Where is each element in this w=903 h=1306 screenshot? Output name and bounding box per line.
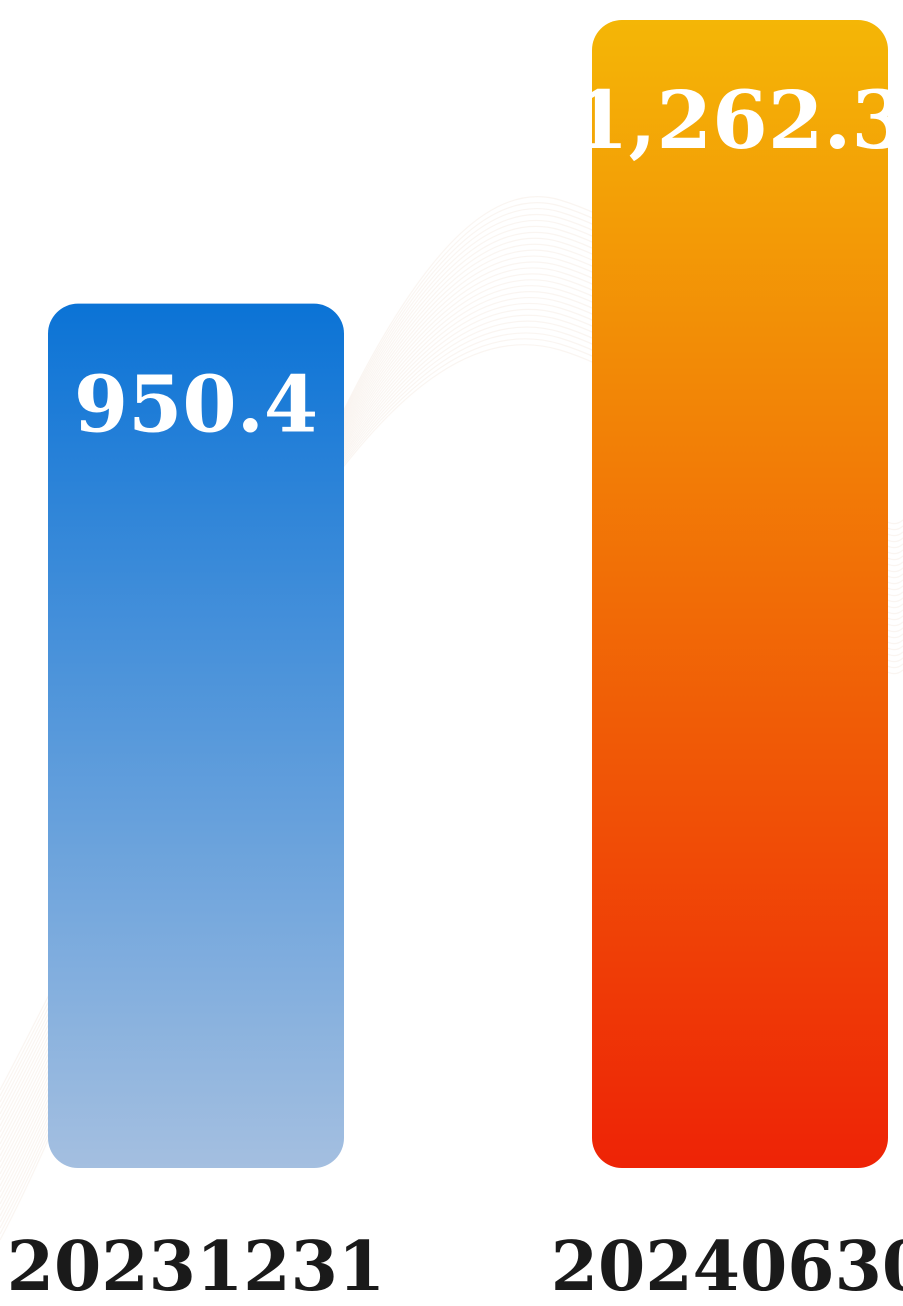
bars-group — [48, 20, 888, 1168]
value-labels-group: 950.4 1,262.3 — [74, 73, 903, 451]
bar-value-label-20240630: 1,262.3 — [573, 73, 903, 167]
category-label-20240630: 20240630 — [551, 1227, 903, 1306]
category-labels-group: 20231231 20240630 — [7, 1227, 903, 1306]
category-label-20231231: 20231231 — [7, 1227, 386, 1306]
bar-20240630 — [592, 20, 888, 1168]
bar-20231231 — [48, 303, 344, 1168]
bar-value-label-20231231: 950.4 — [74, 360, 318, 451]
